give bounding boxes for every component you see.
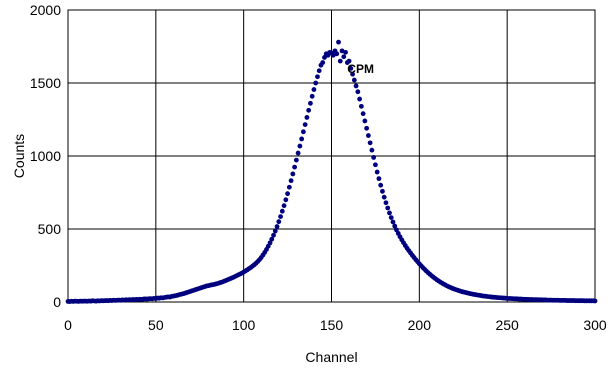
data-point-119	[274, 224, 280, 229]
data-point-140	[311, 87, 317, 92]
data-point-174	[371, 155, 377, 160]
x-tick-label-5: 250	[495, 317, 519, 333]
data-point-133	[299, 136, 305, 142]
data-point-160	[346, 58, 352, 64]
x-tick-label-4: 200	[408, 317, 432, 333]
x-tick-label-1: 50	[148, 317, 164, 333]
data-point-186	[392, 223, 398, 229]
data-point-141	[313, 80, 319, 86]
x-tick-label-6: 300	[583, 317, 607, 333]
data-point-115	[267, 240, 273, 246]
y-tick-label-0: 0	[53, 294, 61, 310]
data-point-136	[304, 115, 310, 120]
data-point-172	[367, 140, 373, 146]
y-axis-title: Counts	[11, 134, 27, 178]
data-point-169	[362, 118, 368, 124]
data-point-183	[387, 210, 392, 216]
annotation-label-0: CPM	[347, 62, 374, 76]
data-point-177	[376, 176, 382, 182]
data-point-178	[378, 182, 384, 188]
data-point-181	[383, 200, 389, 206]
x-tick-label-2: 100	[232, 317, 256, 333]
data-point-125	[285, 191, 290, 197]
data-point-164	[353, 83, 359, 89]
data-point-300	[592, 298, 598, 304]
data-point-129	[292, 164, 298, 170]
y-tick-label-1: 500	[38, 221, 62, 237]
x-tick-label-0: 0	[64, 317, 72, 333]
x-axis-title: Channel	[305, 349, 357, 365]
data-point-171	[365, 133, 371, 138]
x-tick-label-3: 150	[320, 317, 344, 333]
data-point-122	[279, 208, 285, 214]
y-tick-label-3: 1500	[30, 75, 61, 91]
data-points	[65, 39, 598, 304]
plot-area-border	[67, 9, 596, 303]
data-point-179	[380, 188, 385, 194]
y-tick-label-4: 2000	[30, 2, 61, 18]
data-point-135	[302, 122, 308, 128]
data-point-116	[269, 236, 275, 242]
data-point-162	[350, 71, 355, 77]
data-point-134	[300, 129, 306, 135]
data-point-131	[295, 150, 301, 156]
annotations: CPM	[347, 62, 374, 76]
data-point-165	[355, 89, 361, 95]
data-point-126	[286, 184, 292, 190]
data-point-157	[341, 54, 347, 60]
data-point-173	[369, 147, 375, 153]
data-point-168	[360, 111, 366, 117]
data-point-154	[336, 39, 341, 45]
y-axis-tick-labels: 0 500 1000 1500 2000	[30, 2, 61, 310]
data-point-121	[278, 214, 283, 219]
data-point-137	[306, 107, 312, 113]
data-point-155	[337, 58, 343, 64]
data-point-158	[343, 49, 348, 55]
data-point-139	[309, 93, 315, 99]
data-point-138	[308, 100, 313, 106]
data-point-175	[373, 162, 378, 168]
data-point-123	[281, 203, 287, 209]
y-tick-label-2: 1000	[30, 148, 61, 164]
data-point-167	[358, 103, 364, 109]
data-point-128	[290, 171, 296, 177]
data-point-146	[322, 55, 327, 60]
data-point-185	[390, 219, 396, 225]
data-point-163	[351, 77, 357, 83]
data-point-143	[316, 68, 322, 74]
data-point-124	[283, 197, 289, 203]
data-point-127	[288, 178, 294, 184]
data-point-166	[357, 96, 363, 102]
data-point-142	[315, 74, 320, 80]
data-point-176	[374, 169, 380, 175]
data-point-118	[272, 228, 278, 234]
data-point-182	[385, 205, 391, 211]
data-point-153	[334, 51, 340, 57]
data-point-180	[381, 194, 387, 200]
data-point-130	[293, 157, 299, 163]
data-point-184	[388, 215, 394, 221]
data-point-170	[364, 125, 370, 131]
x-axis-tick-labels: 0 50 100 150 200 250 300	[64, 317, 607, 333]
data-point-161	[348, 66, 354, 71]
data-point-117	[271, 232, 276, 238]
data-point-120	[276, 219, 282, 225]
data-point-132	[297, 143, 303, 149]
data-point-145	[320, 60, 326, 65]
